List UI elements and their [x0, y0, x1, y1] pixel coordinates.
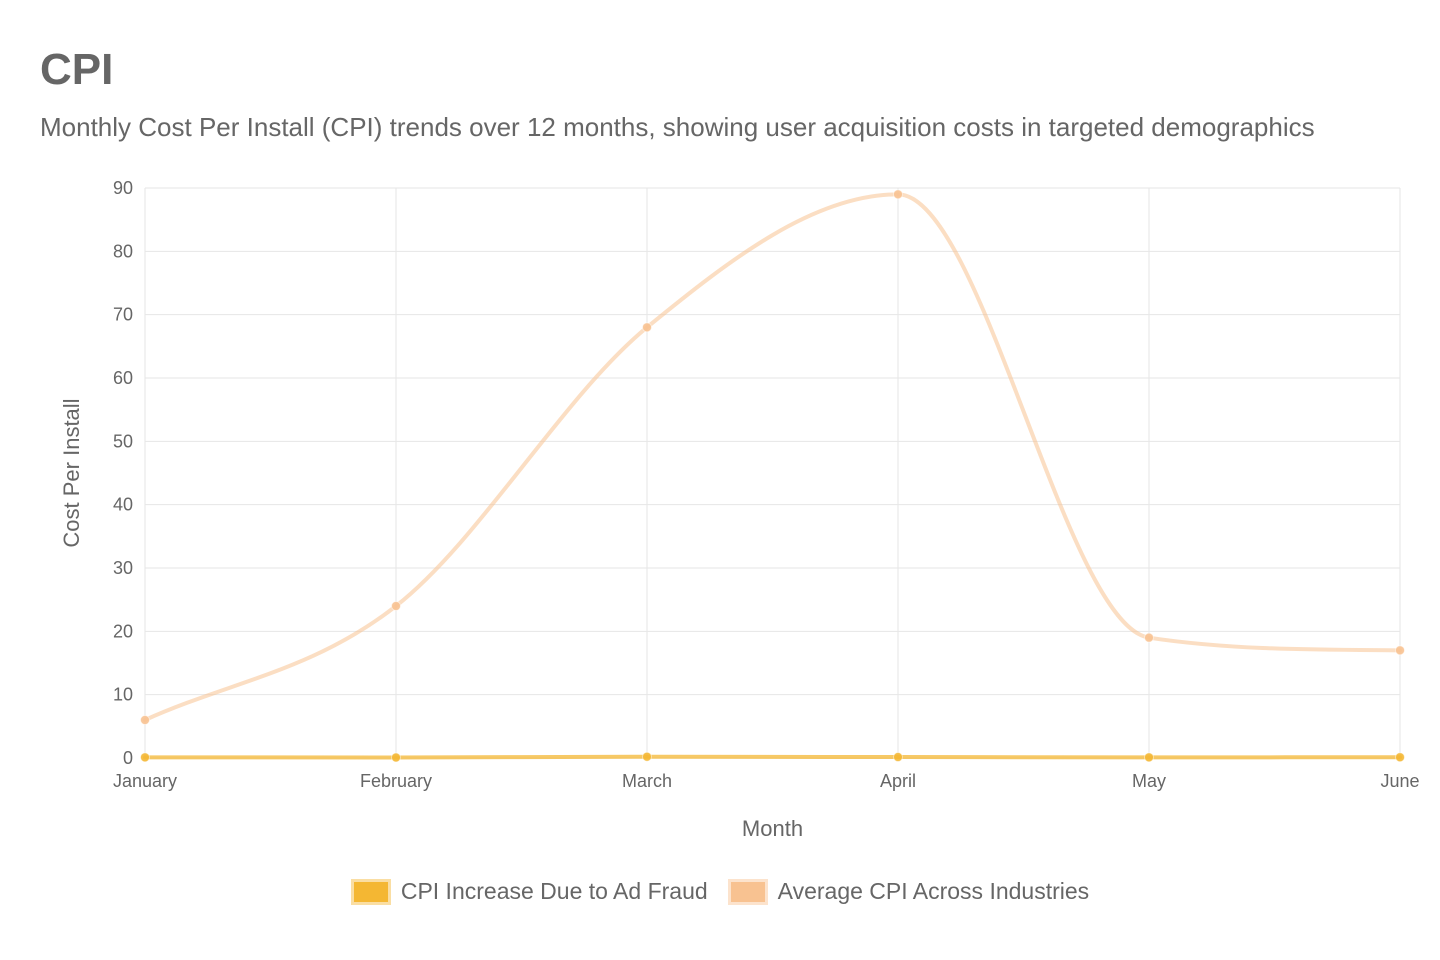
- x-tick-label: March: [622, 771, 672, 791]
- y-tick-label: 90: [113, 178, 133, 198]
- data-point[interactable]: [893, 189, 903, 200]
- x-tick-label: May: [1132, 771, 1166, 791]
- legend-swatch-ad-fraud: [350, 878, 391, 905]
- series-line: [143, 754, 1402, 760]
- series-average-cpi: [140, 189, 1405, 725]
- chart-title: CPI: [40, 45, 114, 94]
- x-tick-label: January: [113, 771, 177, 791]
- line-chart: 0 10 20 30 40 50 60 70 80 90 January February March…: [59, 178, 1420, 841]
- data-point[interactable]: [1395, 752, 1405, 763]
- x-axis-title: Month: [742, 816, 803, 841]
- x-axis-ticks: January February March April May June: [113, 771, 1420, 791]
- data-point[interactable]: [1144, 632, 1154, 643]
- x-tick-label: April: [880, 771, 916, 791]
- data-point[interactable]: [140, 715, 150, 725]
- grid-lines: [144, 187, 1401, 759]
- legend-label-ad-fraud: CPI Increase Due to Ad Fraud: [400, 878, 708, 904]
- y-axis-ticks: 0 10 20 30 40 50 60 70 80 90: [113, 178, 133, 768]
- legend-item-average-cpi[interactable]: Average CPI Across Industries: [727, 878, 1090, 905]
- series-ad-fraud: [140, 751, 1405, 763]
- chart-legend: CPI Increase Due to Ad Fraud Average CPI…: [0, 878, 1440, 905]
- series-line: [143, 192, 1402, 722]
- chart-subtitle: Monthly Cost Per Install (CPI) trends ov…: [40, 112, 1315, 142]
- y-tick-label: 10: [113, 685, 133, 705]
- legend-swatch-average-cpi: [727, 878, 768, 905]
- data-point[interactable]: [642, 751, 652, 762]
- data-point[interactable]: [391, 601, 401, 611]
- y-axis-title: Cost Per Install: [59, 398, 84, 547]
- data-point[interactable]: [1395, 645, 1405, 656]
- y-tick-label: 60: [113, 368, 133, 388]
- legend-item-ad-fraud[interactable]: CPI Increase Due to Ad Fraud: [350, 878, 708, 905]
- data-point[interactable]: [1144, 752, 1154, 763]
- y-tick-label: 80: [113, 241, 133, 261]
- y-tick-label: 30: [113, 558, 133, 578]
- x-tick-label: February: [360, 771, 432, 791]
- y-tick-label: 70: [113, 305, 133, 325]
- y-tick-label: 0: [123, 748, 133, 768]
- data-point[interactable]: [391, 752, 401, 763]
- series-layer: [140, 189, 1405, 763]
- data-point[interactable]: [140, 752, 150, 763]
- legend-label-average-cpi: Average CPI Across Industries: [777, 878, 1090, 904]
- y-tick-label: 40: [113, 495, 133, 515]
- y-tick-label: 20: [113, 621, 133, 641]
- x-tick-label: June: [1380, 771, 1419, 791]
- y-tick-label: 50: [113, 431, 133, 451]
- data-point[interactable]: [893, 752, 903, 763]
- data-point[interactable]: [642, 322, 652, 333]
